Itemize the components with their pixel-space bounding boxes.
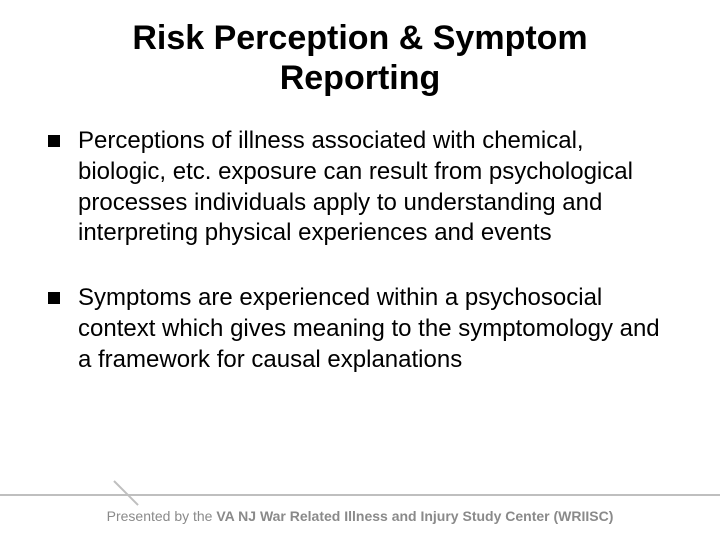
bullet-text: Perceptions of illness associated with c…	[78, 126, 672, 249]
footer: Presented by the VA NJ War Related Illne…	[0, 494, 720, 540]
body-area: Perceptions of illness associated with c…	[0, 108, 720, 375]
bullet-text: Symptoms are experienced within a psycho…	[78, 283, 672, 375]
footer-presented-label: Presented by the	[107, 508, 217, 524]
bullet-item: Perceptions of illness associated with c…	[48, 126, 672, 249]
bullet-square-icon	[48, 292, 60, 304]
bullet-square-icon	[48, 135, 60, 147]
slide-title: Risk Perception & Symptom Reporting	[0, 0, 720, 108]
bullet-item: Symptoms are experienced within a psycho…	[48, 283, 672, 375]
footer-text: Presented by the VA NJ War Related Illne…	[0, 508, 720, 524]
footer-org-label: VA NJ War Related Illness and Injury Stu…	[216, 508, 613, 524]
footer-divider-line	[0, 494, 720, 496]
slide: Risk Perception & Symptom Reporting Perc…	[0, 0, 720, 540]
